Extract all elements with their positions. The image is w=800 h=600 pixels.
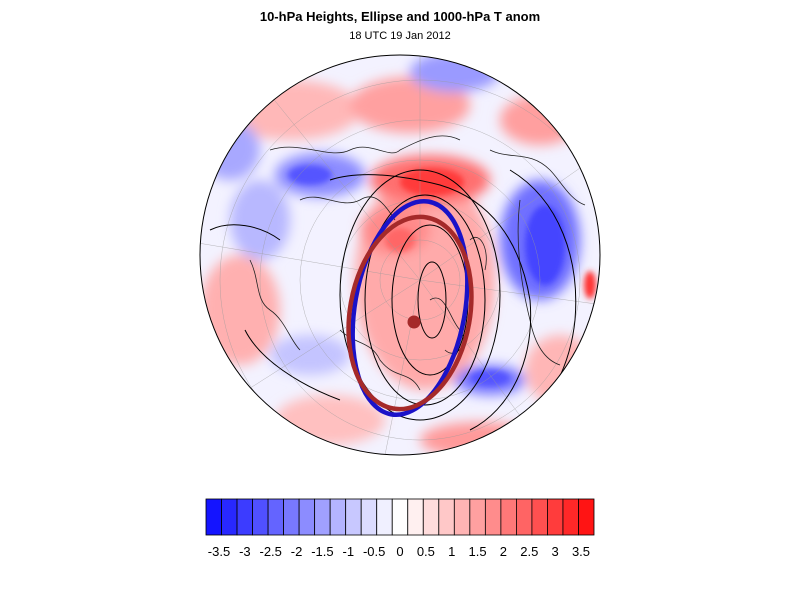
colorbar-box [221,498,238,536]
colorbar-box [438,498,455,536]
colorbar-box [314,498,331,536]
colorbar-box [329,498,347,536]
temperature-anomaly-field [200,55,600,455]
colorbar-tick-label: 0.5 [417,544,435,559]
colorbar-tick-label: -1.5 [311,544,333,559]
colorbar-box [407,498,424,536]
colorbar-tick-label: 2.5 [520,544,538,559]
colorbar-tick-label: -3.5 [208,544,230,559]
figure-subtitle: 18 UTC 19 Jan 2012 [349,30,451,42]
colorbar-tick-label: 0 [396,544,403,559]
colorbar-box [252,498,269,536]
ellipse-center-dot [407,315,421,329]
colorbar-box [267,498,284,536]
blue-ellipse [350,198,470,418]
colorbar-box [376,498,393,536]
colorbar-tick-label: -3 [239,544,251,559]
colorbar-box [484,498,502,536]
colorbar-box [345,498,362,536]
colorbar-tick-label: 3.5 [572,544,590,559]
colorbar-box [531,498,548,536]
colorbar-tick-label: 1.5 [469,544,487,559]
colorbar-labels: -3.5 -3 -2.5 -2 -1.5 -1 -0.5 0 0.5 1 1.5 2 2.5 3 3.5 [208,544,590,559]
colorbar-box [547,498,564,536]
colorbar-tick-label: -2.5 [260,544,282,559]
colorbar-box [500,498,517,536]
figure-title: 10-hPa Heights, Ellipse and 1000-hPa T a… [259,9,541,24]
colorbar-box [562,498,579,536]
colorbar-box [205,498,222,536]
colorbar-box [391,498,409,536]
globe-outline [199,54,601,456]
colorbar-tick-label: 3 [552,544,559,559]
colorbar-tick-label: 1 [448,544,455,559]
colorbar-box [360,498,378,536]
colorbar-tick-label: -1 [343,544,355,559]
red-ellipse [346,214,474,412]
colorbar-boxes [205,498,595,536]
colorbar-box [298,498,316,536]
colorbar-tick-label: 2 [500,544,507,559]
colorbar-box [453,498,471,536]
colorbar-tick-label: -0.5 [363,544,385,559]
colorbar-box [283,498,300,536]
colorbar-box [422,498,440,536]
colorbar-tick-label: -2 [291,544,303,559]
colorbar-box [516,498,533,536]
colorbar-box [469,498,486,536]
colorbar-box [236,498,253,536]
colorbar-box [578,498,595,536]
